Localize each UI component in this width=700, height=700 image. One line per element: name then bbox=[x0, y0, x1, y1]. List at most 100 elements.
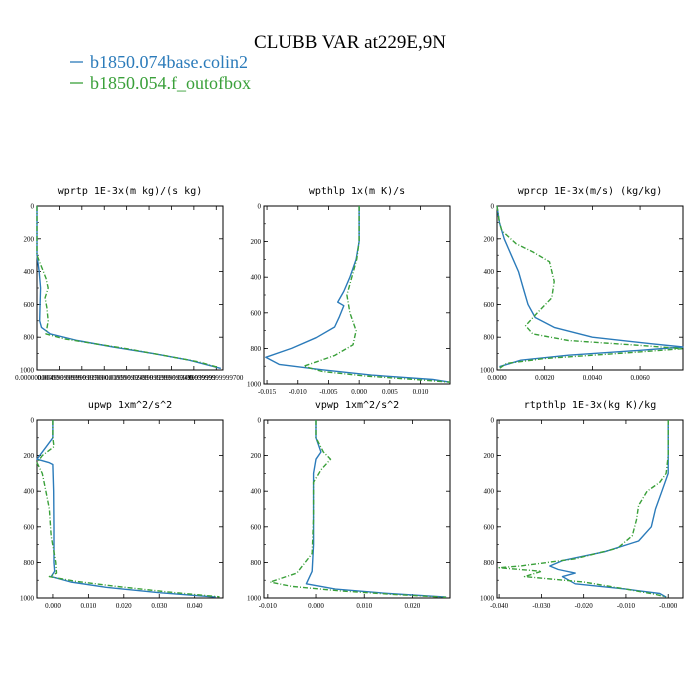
x-tick-label: 0.000 bbox=[45, 602, 61, 610]
y-tick-label: 800 bbox=[24, 559, 35, 567]
y-tick-label: 200 bbox=[251, 452, 262, 460]
x-tick-label: 0.01500000000 bbox=[82, 374, 126, 382]
x-tick-label: 0.020 bbox=[116, 602, 132, 610]
series-line-1 bbox=[305, 420, 447, 598]
x-tick-label: -0.040 bbox=[490, 602, 509, 610]
y-tick-label: 200 bbox=[251, 238, 262, 246]
series-line-1 bbox=[36, 206, 221, 370]
x-tick-label: 0.00999999999 bbox=[60, 374, 104, 382]
x-tick-label: 0.010 bbox=[413, 388, 429, 396]
y-tick-label: 0 bbox=[31, 417, 35, 425]
x-tick-label: -0.015 bbox=[258, 388, 277, 396]
x-tick-label: -0.030 bbox=[532, 602, 551, 610]
series-line-2 bbox=[498, 420, 669, 598]
series-line-1 bbox=[549, 420, 669, 598]
figure-title: CLUBB VAR at229E,9N bbox=[254, 32, 446, 53]
plot-frame bbox=[263, 419, 451, 599]
panel-3: wprcp 1E-3x(m/s) (kg/kg) 0 200 400 600 800 100… bbox=[480, 186, 684, 382]
plot-frame bbox=[263, 205, 451, 385]
y-tick-label: 400 bbox=[484, 268, 495, 276]
panel-2: wpthlp 1x(m K)/s 0 200 400 600 800 1000-0.015 -… bbox=[247, 186, 451, 396]
series-line-1 bbox=[265, 206, 451, 383]
series-line-1 bbox=[496, 205, 684, 368]
y-tick-label: 0 bbox=[31, 203, 35, 211]
y-tick-label: 200 bbox=[484, 452, 495, 460]
y-tick-label: 200 bbox=[484, 235, 495, 243]
y-tick-label: 800 bbox=[251, 559, 262, 567]
y-tick-label: 800 bbox=[251, 345, 262, 353]
panel-title: upwp 1xm^2/s^2 bbox=[88, 400, 172, 411]
y-tick-label: 600 bbox=[251, 523, 262, 531]
y-tick-label: 400 bbox=[24, 268, 35, 276]
y-tick-label: 800 bbox=[484, 559, 495, 567]
y-tick-label: 1000 bbox=[480, 595, 495, 603]
series-line-2 bbox=[496, 205, 684, 369]
y-tick-label: 600 bbox=[484, 523, 495, 531]
panel-title: vpwp 1xm^2/s^2 bbox=[315, 400, 399, 411]
x-tick-label: 0.0040 bbox=[583, 374, 603, 382]
x-tick-label: 0.0000 bbox=[487, 374, 507, 382]
x-tick-label: 0.000 bbox=[308, 602, 324, 610]
x-tick-label: -0.005 bbox=[319, 388, 338, 396]
panel-title: wprtp 1E-3x(m kg)/(s kg) bbox=[58, 186, 203, 197]
panel-title: wpthlp 1x(m K)/s bbox=[309, 186, 405, 197]
x-tick-label: 0.01999999999 bbox=[105, 374, 149, 382]
y-tick-label: 600 bbox=[484, 301, 495, 309]
x-tick-label: 0.0060 bbox=[630, 374, 650, 382]
series-line-2 bbox=[269, 420, 447, 598]
x-tick-label: 0.030 bbox=[151, 602, 167, 610]
y-tick-label: 0 bbox=[491, 417, 495, 425]
panel-title: rtpthlp 1E-3x(kg K)/kg bbox=[524, 400, 656, 411]
legend-label-1: b1850.074base.colin2 bbox=[90, 52, 248, 72]
x-tick-label: 0.0020 bbox=[535, 374, 555, 382]
y-tick-label: 800 bbox=[24, 334, 35, 342]
x-tick-label: 0.005 bbox=[382, 388, 398, 396]
x-tick-label: 0.010 bbox=[80, 602, 96, 610]
x-tick-label: 0.00000000000 bbox=[15, 374, 59, 382]
y-tick-label: 400 bbox=[251, 488, 262, 496]
y-tick-label: 1000 bbox=[247, 381, 262, 389]
legend-label-2: b1850.054.f_outofbox bbox=[90, 73, 251, 93]
x-tick-label: 0.03999999999700 bbox=[189, 374, 244, 382]
plot-frame bbox=[496, 205, 684, 371]
panels: wprtp 1E-3x(m kg)/(s kg) 0 200 400 600 800 100… bbox=[15, 186, 684, 610]
panel-title: wprcp 1E-3x(m/s) (kg/kg) bbox=[518, 186, 663, 197]
y-tick-label: 0 bbox=[258, 417, 262, 425]
y-tick-label: 400 bbox=[484, 488, 495, 496]
y-tick-label: 600 bbox=[24, 301, 35, 309]
x-tick-label: -0.000 bbox=[659, 602, 678, 610]
x-tick-label: 0.02499999999 bbox=[127, 374, 171, 382]
x-tick-label: -0.010 bbox=[289, 388, 308, 396]
x-tick-label: -0.010 bbox=[617, 602, 636, 610]
x-tick-label: 0.02999999999 bbox=[150, 374, 194, 382]
y-tick-label: 400 bbox=[251, 274, 262, 282]
panel-4: upwp 1xm^2/s^2 0 200 400 600 800 1000 0.000 0.01… bbox=[20, 400, 224, 610]
y-tick-label: 200 bbox=[24, 235, 35, 243]
y-tick-label: 1000 bbox=[20, 595, 35, 603]
x-tick-label: 0.03499999999 bbox=[172, 374, 216, 382]
panel-6: rtpthlp 1E-3x(kg K)/kg02004006008001000-… bbox=[480, 400, 684, 610]
legend: b1850.074base.colin2 b1850.054.f_outofbo… bbox=[70, 52, 251, 93]
x-tick-label: -0.010 bbox=[259, 602, 278, 610]
series-line-2 bbox=[36, 420, 220, 598]
panel-5: vpwp 1xm^2/s^2 0 200 400 600 800 1000-0.010 0.0… bbox=[247, 400, 451, 610]
y-tick-label: 0 bbox=[491, 203, 495, 211]
x-tick-label: -0.020 bbox=[575, 602, 594, 610]
series-line-2 bbox=[303, 206, 451, 383]
x-tick-label: 0.010 bbox=[356, 602, 372, 610]
series-line-1 bbox=[36, 420, 216, 598]
y-tick-label: 600 bbox=[251, 309, 262, 317]
series-line-2 bbox=[36, 206, 219, 369]
plot-frame bbox=[36, 205, 224, 371]
y-tick-label: 1000 bbox=[20, 367, 35, 375]
panel-1: wprtp 1E-3x(m kg)/(s kg) 0 200 400 600 800 100… bbox=[15, 186, 244, 382]
y-tick-label: 400 bbox=[24, 488, 35, 496]
x-tick-label: 0.040 bbox=[187, 602, 203, 610]
y-tick-label: 800 bbox=[484, 334, 495, 342]
x-tick-label: 0.00499999999 bbox=[38, 374, 82, 382]
x-tick-label: 0.020 bbox=[405, 602, 421, 610]
y-tick-label: 0 bbox=[258, 203, 262, 211]
y-tick-label: 200 bbox=[24, 452, 35, 460]
y-tick-label: 1000 bbox=[480, 367, 495, 375]
